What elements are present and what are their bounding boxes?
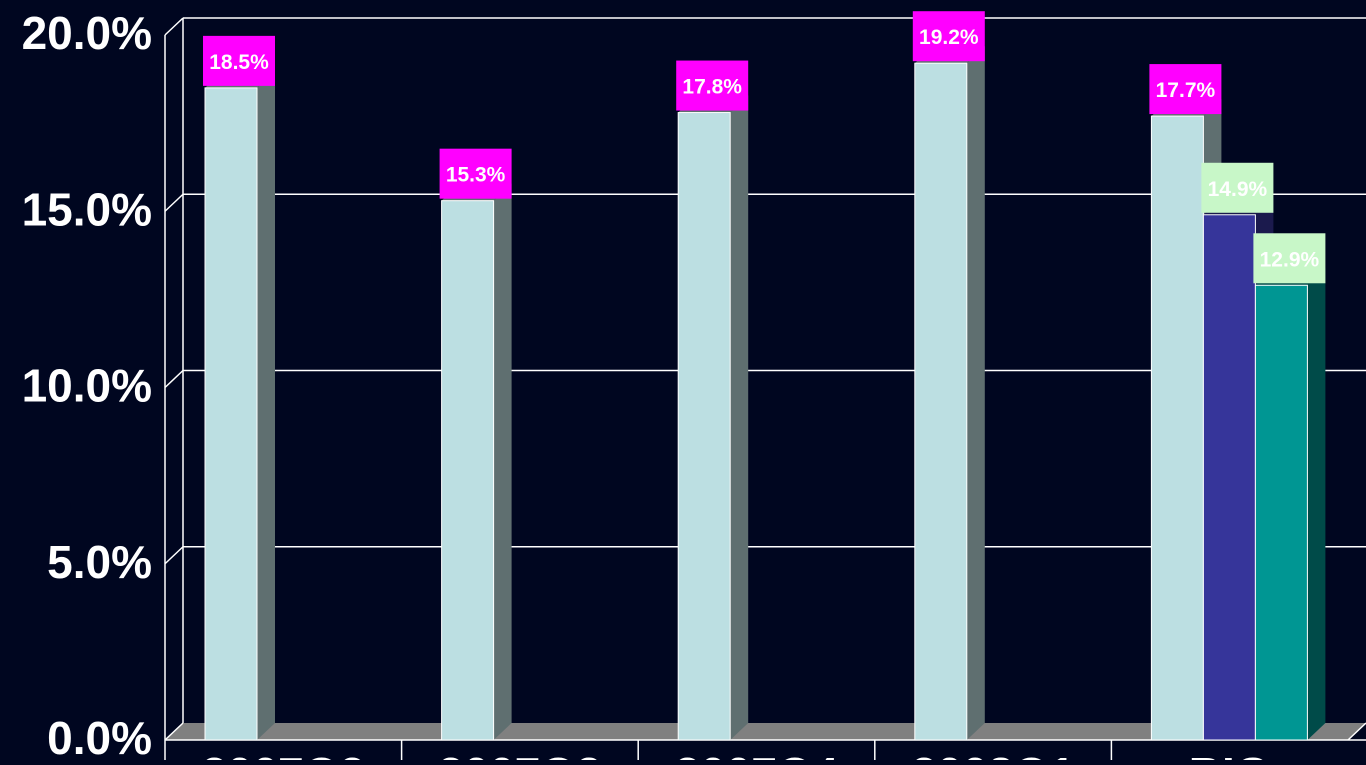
wall-gridline — [164, 722, 184, 741]
data-label-bg — [203, 35, 275, 86]
data-label: 15.3% — [446, 164, 506, 187]
bar — [677, 112, 731, 741]
data-label: 17.7% — [1156, 79, 1216, 102]
data-label-bg — [439, 148, 512, 199]
x-tick-label: 2008Q1 — [911, 748, 1075, 760]
data-label-bg — [1253, 233, 1326, 284]
bar — [914, 62, 968, 741]
data-label: 17.8% — [682, 76, 742, 99]
floor-edge — [1347, 722, 1366, 741]
y-tick-label: 15.0% — [22, 183, 152, 235]
y-tick-label: 10.0% — [22, 360, 152, 412]
data-label: 18.5% — [209, 51, 269, 74]
y-tick-label: 20.0% — [22, 7, 152, 59]
bar-side — [730, 95, 749, 741]
data-label-bg — [1149, 64, 1222, 115]
data-label-bg — [912, 11, 985, 62]
bar-side — [966, 46, 985, 740]
bar — [1254, 284, 1308, 741]
x-tick-label: BIG — [1189, 748, 1271, 760]
bar-side — [257, 70, 275, 740]
bar-side — [493, 183, 512, 741]
bar-group: 12.9% — [1253, 233, 1326, 741]
data-label-bg — [1201, 162, 1274, 213]
x-tick-label: 2007Q4 — [675, 748, 839, 760]
bar — [1150, 115, 1204, 741]
wall-gridline — [164, 17, 184, 36]
bar-group: 15.3% — [439, 148, 512, 741]
y-tick-label: 0.0% — [47, 712, 152, 760]
wall-gridline — [164, 193, 184, 212]
data-label: 19.2% — [919, 26, 979, 49]
data-label: 12.9% — [1260, 248, 1320, 271]
data-label: 14.9% — [1208, 178, 1268, 201]
bar-group: 19.2% — [912, 11, 985, 741]
wall-gridline — [164, 369, 184, 389]
wall-gridline — [164, 546, 184, 565]
bar — [441, 200, 495, 741]
bar-side — [1307, 268, 1326, 740]
bar-group: 18.5% — [203, 35, 275, 741]
bar-group: 17.8% — [676, 60, 749, 741]
bar — [204, 87, 258, 741]
x-tick-label: 2007Q2 — [201, 748, 365, 760]
x-tick-label: 2007Q3 — [438, 748, 602, 760]
data-label-bg — [676, 60, 749, 111]
y-tick-label: 5.0% — [47, 536, 152, 588]
bar — [1202, 214, 1256, 741]
